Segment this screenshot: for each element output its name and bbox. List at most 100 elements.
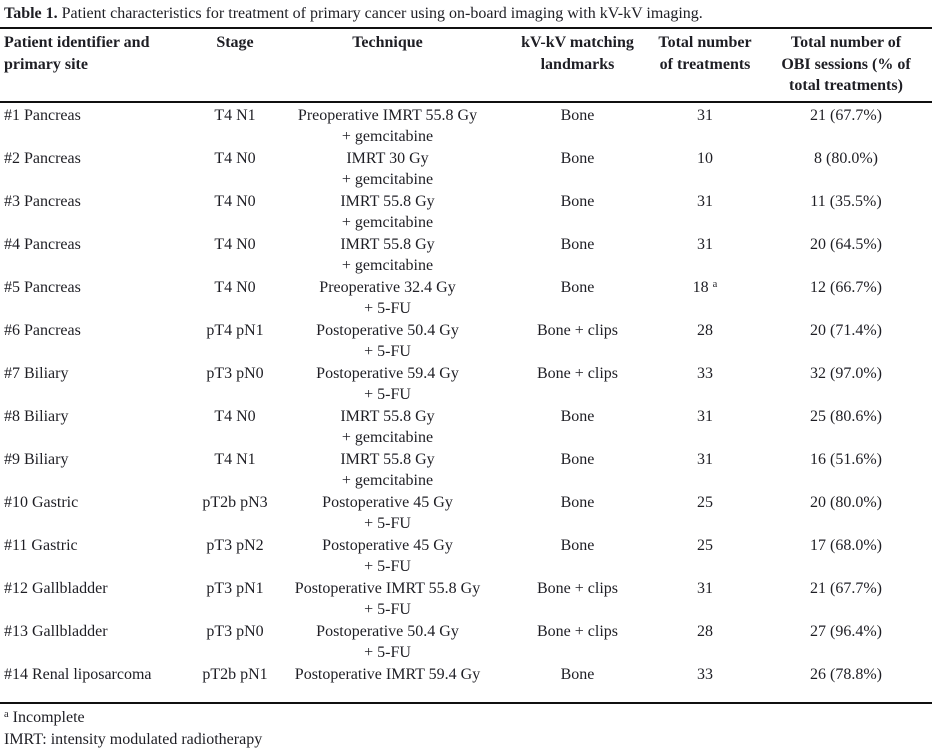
column-header-stage: Stage xyxy=(200,29,270,103)
treatments-cell: 33 xyxy=(650,663,760,704)
obi-sessions-cell: 11 (35.5%) xyxy=(810,192,882,210)
patient-cell: #6 Pancreas xyxy=(4,321,81,339)
table-row: #5 Pancreas T4 N0 Preoperative 32.4 Gy +… xyxy=(0,277,932,320)
stage-cell: T4 N0 xyxy=(214,407,256,425)
patient-cell: #5 Pancreas xyxy=(4,278,81,296)
treatments-cell: 31 xyxy=(697,407,713,425)
landmarks-cell: Bone xyxy=(560,493,595,511)
footnote-marker: a xyxy=(4,709,9,720)
table-row: #6 Pancreas pT4 pN1 Postoperative 50.4 G… xyxy=(0,320,932,363)
stage-cell: T4 N0 xyxy=(214,235,256,253)
obi-sessions-cell: 25 (80.6%) xyxy=(810,407,882,425)
patient-cell: #4 Pancreas xyxy=(4,235,81,253)
technique-cell: Preoperative IMRT 55.8 Gy + gemcitabine xyxy=(297,106,478,146)
table-title: Table 1. Patient characteristics for trea… xyxy=(0,3,932,29)
treatments-cell: 18 a xyxy=(650,277,760,320)
landmarks-cell: Bone xyxy=(560,450,595,468)
technique-cell: Postoperative 45 Gy + 5-FU xyxy=(322,493,453,533)
patient-cell: #2 Pancreas xyxy=(4,149,81,167)
landmarks-cell: Bone + clips xyxy=(536,579,618,597)
landmarks-cell: Bone xyxy=(560,407,595,425)
table-row: #7 Biliary pT3 pN0 Postoperative 59.4 Gy… xyxy=(0,363,932,406)
treatments-cell: 31 xyxy=(697,450,713,468)
table-row: #8 Biliary T4 N0 IMRT 55.8 Gy + gemcitab… xyxy=(0,406,932,449)
table-row: #2 Pancreas T4 N0 IMRT 30 Gy + gemcitabi… xyxy=(0,148,932,191)
treatments-cell: 25 xyxy=(697,493,713,511)
obi-sessions-cell: 12 (66.7%) xyxy=(810,278,882,296)
stage-cell: pT3 pN0 xyxy=(206,364,264,382)
patient-cell: #8 Biliary xyxy=(4,407,69,425)
table-row: #4 Pancreas T4 N0 IMRT 55.8 Gy + gemcita… xyxy=(0,234,932,277)
technique-cell: IMRT 55.8 Gy + gemcitabine xyxy=(340,235,435,275)
landmarks-cell: Bone + clips xyxy=(536,321,618,339)
stage-cell: pT3 pN1 xyxy=(206,579,264,597)
technique-cell: IMRT 55.8 Gy + gemcitabine xyxy=(340,192,435,232)
technique-cell: Postoperative 45 Gy + 5-FU xyxy=(322,536,453,576)
patient-characteristics-table: Patient identifier and primary site Stag… xyxy=(0,29,932,704)
stage-cell: pT2b pN1 xyxy=(200,663,270,704)
obi-sessions-cell: 27 (96.4%) xyxy=(810,622,882,640)
table-row: #12 Gallbladder pT3 pN1 Postoperative IM… xyxy=(0,578,932,621)
footnote-incomplete-text: Incomplete xyxy=(12,709,85,726)
technique-cell: Postoperative IMRT 55.8 Gy + 5-FU xyxy=(294,579,481,619)
stage-cell: T4 N1 xyxy=(214,106,256,124)
patient-cell: #14 Renal liposarcoma xyxy=(0,663,200,704)
footnote-marker: a xyxy=(712,278,718,290)
column-header-technique: Technique xyxy=(270,29,505,103)
landmarks-cell: Bone xyxy=(560,278,595,296)
obi-sessions-cell: 32 (97.0%) xyxy=(810,364,882,382)
patient-cell: #1 Pancreas xyxy=(4,106,81,124)
table-title-label: Table 1. xyxy=(4,5,58,22)
column-header-obi-sessions: Total number of OBI sessions (% of total… xyxy=(760,29,932,103)
obi-sessions-cell: 20 (64.5%) xyxy=(810,235,882,253)
landmarks-cell: Bone xyxy=(560,235,595,253)
landmarks-cell: Bone + clips xyxy=(536,622,618,640)
stage-cell: pT3 pN2 xyxy=(206,536,264,554)
treatments-cell: 10 xyxy=(697,149,713,167)
table-row: #14 Renal liposarcoma pT2b pN1 Postopera… xyxy=(0,663,932,704)
stage-cell: pT4 pN1 xyxy=(206,321,264,339)
treatments-cell: 31 xyxy=(697,106,713,124)
column-header-landmarks: kV-kV matching landmarks xyxy=(505,29,650,103)
treatments-cell: 33 xyxy=(697,364,713,382)
table-row: #13 Gallbladder pT3 pN0 Postoperative 50… xyxy=(0,621,932,664)
landmarks-cell: Bone xyxy=(560,106,595,124)
treatments-cell: 28 xyxy=(697,321,713,339)
treatments-cell: 28 xyxy=(697,622,713,640)
column-header-treatments: Total number of treatments xyxy=(650,29,760,103)
obi-sessions-cell: 20 (71.4%) xyxy=(810,321,882,339)
landmarks-cell: Bone xyxy=(560,192,595,210)
obi-sessions-cell: 17 (68.0%) xyxy=(810,536,882,554)
stage-cell: T4 N1 xyxy=(214,450,256,468)
stage-cell: pT3 pN0 xyxy=(206,622,264,640)
obi-sessions-cell: 21 (67.7%) xyxy=(810,106,882,124)
column-header-patient: Patient identifier and primary site xyxy=(0,29,200,103)
technique-cell: Postoperative IMRT 59.4 Gy xyxy=(270,663,505,704)
patient-cell: #7 Biliary xyxy=(4,364,69,382)
table-row: #3 Pancreas T4 N0 IMRT 55.8 Gy + gemcita… xyxy=(0,191,932,234)
landmarks-cell: Bone xyxy=(505,663,650,704)
treatments-cell: 31 xyxy=(697,192,713,210)
treatments-value: 18 xyxy=(692,278,709,296)
stage-cell: T4 N0 xyxy=(214,192,256,210)
patient-cell: #12 Gallbladder xyxy=(4,579,108,597)
patient-cell: #10 Gastric xyxy=(4,493,79,511)
obi-sessions-cell: 8 (80.0%) xyxy=(814,149,878,167)
treatments-cell: 25 xyxy=(697,536,713,554)
footnote-abbreviation: IMRT: intensity modulated radiotherapy xyxy=(4,731,263,748)
table-footnotes: a Incomplete IMRT: intensity modulated ra… xyxy=(0,704,932,751)
patient-cell: #11 Gastric xyxy=(4,536,78,554)
technique-cell: Postoperative 59.4 Gy + 5-FU xyxy=(316,364,459,404)
patient-cell: #3 Pancreas xyxy=(4,192,81,210)
treatments-cell: 31 xyxy=(697,235,713,253)
stage-cell: T4 N0 xyxy=(214,149,256,167)
footnote-incomplete: a Incomplete xyxy=(4,707,932,729)
technique-cell: IMRT 55.8 Gy + gemcitabine xyxy=(340,407,435,447)
technique-cell: IMRT 55.8 Gy + gemcitabine xyxy=(340,450,435,490)
technique-cell: IMRT 30 Gy + gemcitabine xyxy=(341,149,434,189)
landmarks-cell: Bone xyxy=(560,536,595,554)
technique-cell: Postoperative 50.4 Gy + 5-FU xyxy=(316,321,459,361)
table-row: #10 Gastric pT2b pN3 Postoperative 45 Gy… xyxy=(0,492,932,535)
stage-cell: pT2b pN3 xyxy=(202,493,268,511)
